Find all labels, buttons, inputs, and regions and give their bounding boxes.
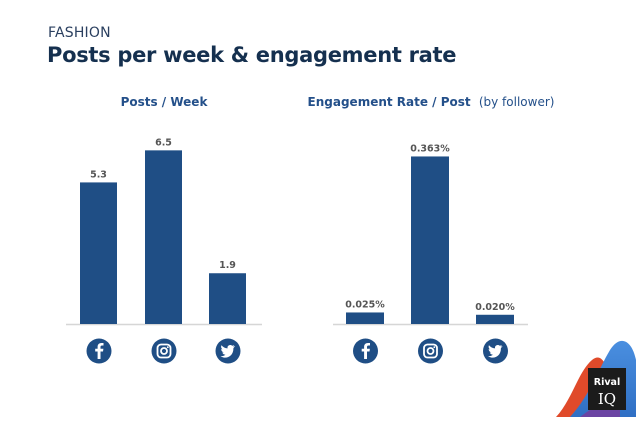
data-label: 0.025% — [345, 299, 385, 310]
instagram-icon-circle — [418, 338, 443, 364]
instagram-glyph-lens — [426, 347, 435, 355]
data-label: 1.9 — [219, 260, 236, 271]
bar-facebook — [80, 182, 117, 324]
facebook-icon — [86, 338, 112, 364]
logo-box — [588, 368, 626, 410]
chart-title-main: Engagement Rate / Post — [308, 95, 471, 109]
facebook-glyph — [95, 343, 104, 359]
twitter-glyph — [488, 344, 503, 358]
chart-title: Engagement Rate / Post (by follower) — [308, 95, 555, 109]
instagram-glyph-lens — [160, 347, 168, 355]
posts-per-week-chart: Posts / Week 5.3 6.5 1.9 — [66, 95, 262, 364]
instagram-glyph-dot — [166, 346, 169, 349]
bar-instagram — [145, 150, 182, 324]
facebook-glyph — [361, 343, 370, 359]
chart-title-suffix: (by follower) — [479, 95, 555, 109]
data-label: 5.3 — [90, 169, 107, 180]
instagram-glyph-frame — [423, 343, 438, 359]
bar-twitter — [209, 273, 246, 324]
logo-text-iq: IQ — [598, 390, 616, 408]
logo-text-rival: Rival — [594, 377, 620, 388]
twitter-icon — [483, 338, 508, 364]
instagram-glyph-frame — [156, 343, 172, 359]
page-title: Posts per week & engagement rate — [47, 43, 457, 67]
bar-twitter — [476, 314, 514, 324]
rival-iq-logo: Rival IQ — [556, 340, 636, 417]
category-label: FASHION — [48, 25, 111, 41]
instagram-icon-circle — [151, 338, 177, 364]
facebook-icon — [353, 338, 378, 364]
instagram-icon — [418, 338, 443, 364]
data-label: 6.5 — [155, 137, 172, 148]
chart-title: Posts / Week — [121, 95, 209, 109]
engagement-rate-chart: Engagement Rate / Post (by follower) 0.0… — [308, 95, 555, 364]
data-label: 0.363% — [410, 143, 450, 154]
chart-title-main: Posts / Week — [121, 95, 209, 109]
bar-instagram — [411, 156, 449, 324]
bar-facebook — [346, 312, 384, 324]
instagram-glyph-dot — [433, 346, 436, 349]
twitter-glyph — [220, 344, 235, 358]
twitter-icon — [215, 338, 241, 364]
data-label: 0.020% — [475, 302, 515, 313]
instagram-icon — [151, 338, 177, 364]
